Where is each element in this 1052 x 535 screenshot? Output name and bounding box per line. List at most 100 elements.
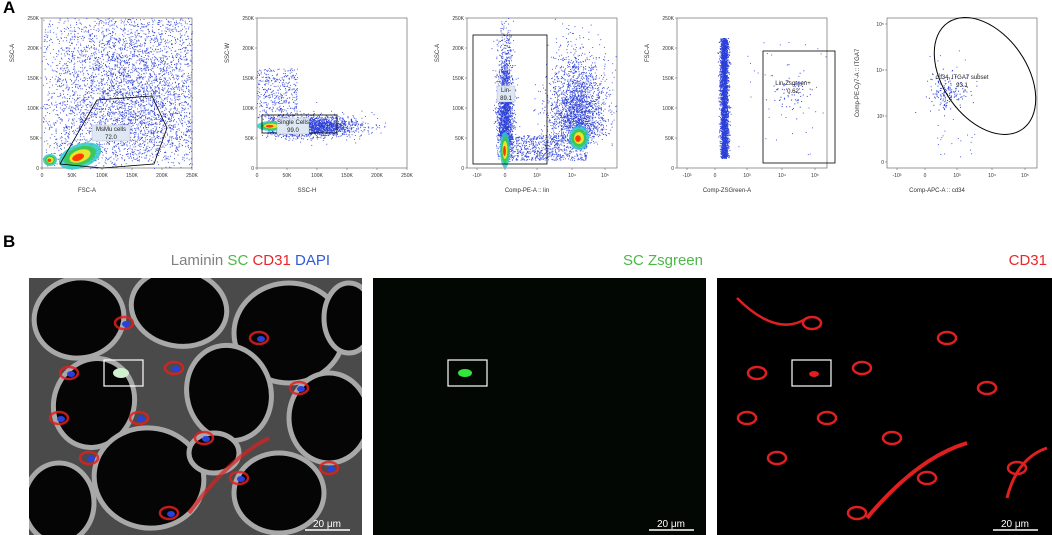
gate-name: Single Cells bbox=[277, 120, 309, 126]
x-tick-label: 100K bbox=[96, 173, 108, 179]
micro-image-zsgreen: 20 μm bbox=[373, 278, 706, 535]
dapi-nucleus bbox=[327, 466, 335, 472]
cd31-vessel bbox=[187, 436, 270, 515]
cd31-vessel bbox=[48, 410, 70, 426]
x-tick-label: -10³ bbox=[683, 173, 692, 179]
y-tick-label: 10⁴ bbox=[876, 68, 884, 74]
gate-value: 99.0 bbox=[287, 128, 299, 134]
y-tick-label: 150K bbox=[242, 76, 254, 82]
x-tick-label: 200K bbox=[371, 173, 383, 179]
x-tick-label: 200K bbox=[156, 173, 168, 179]
cd31-vessel bbox=[248, 330, 270, 346]
event-dots bbox=[717, 38, 732, 159]
y-tick-label: 100K bbox=[662, 106, 674, 112]
cd31-vessel bbox=[766, 450, 788, 466]
x-axis-label: Comp-PE-A :: lin bbox=[505, 188, 549, 194]
panel-b-letter: B bbox=[3, 232, 16, 251]
y-axis-label: FSC-A bbox=[645, 44, 651, 62]
gate-name: Lin-Zsgreen+ bbox=[775, 81, 811, 87]
event-dots bbox=[507, 135, 588, 161]
dapi-nucleus bbox=[237, 476, 245, 482]
event-dots bbox=[765, 64, 813, 120]
x-tick-label: 10⁵ bbox=[601, 173, 609, 179]
gate-ellipse bbox=[933, 17, 1037, 135]
muscle-fiber bbox=[128, 278, 230, 349]
gate-rectangle bbox=[472, 34, 548, 165]
x-tick-label: 10³ bbox=[743, 173, 751, 179]
x-axis-label: FSC-A bbox=[78, 188, 96, 194]
zsgreen-cell bbox=[458, 369, 472, 377]
cd31-vessel bbox=[78, 450, 100, 466]
cd31-vessel bbox=[851, 360, 873, 376]
y-axis-label: SSC-A bbox=[10, 44, 16, 62]
x-tick-label: 10⁵ bbox=[1021, 173, 1029, 179]
y-tick-label: 250K bbox=[662, 16, 674, 22]
x-tick-label: 0 bbox=[504, 173, 507, 179]
cd31-vessel bbox=[936, 330, 958, 346]
scale-bar-label: 20 μm bbox=[657, 519, 685, 530]
y-tick-label: 0 bbox=[461, 166, 464, 172]
y-axis-label: Comp-PE-Cy7-A :: ITGA7 bbox=[855, 48, 861, 117]
dapi-nucleus bbox=[297, 386, 305, 392]
dapi-nucleus bbox=[57, 416, 65, 422]
y-tick-label: 150K bbox=[662, 76, 674, 82]
cd31-vessel bbox=[1005, 446, 1048, 499]
title-word-laminin: Laminin bbox=[170, 252, 224, 269]
x-tick-label: 10⁴ bbox=[568, 173, 576, 179]
dapi-nucleus bbox=[167, 511, 175, 517]
x-tick-label: 150K bbox=[341, 173, 353, 179]
y-tick-label: 50K bbox=[665, 136, 675, 142]
y-tick-label: 10³ bbox=[877, 114, 885, 120]
cd31-vessel bbox=[193, 430, 215, 446]
scale-bar-label: 20 μm bbox=[1001, 519, 1029, 530]
y-tick-label: 150K bbox=[452, 76, 464, 82]
x-tick-label: 10⁵ bbox=[811, 173, 819, 179]
dapi-nucleus bbox=[172, 366, 180, 372]
flow-plot-singlets: 0 50K 100K 150K 200K 250K 0 50K 100K 150K 200K 250K… bbox=[215, 10, 420, 205]
cd31-vessel bbox=[318, 460, 340, 476]
y-axis-label: SSC-A bbox=[435, 44, 441, 62]
x-tick-label: 50K bbox=[68, 173, 78, 179]
x-tick-label: 50K bbox=[283, 173, 293, 179]
inset-box bbox=[791, 359, 832, 387]
event-dots bbox=[730, 42, 827, 156]
y-tick-label: 250K bbox=[27, 16, 39, 22]
dapi-nucleus bbox=[202, 436, 210, 442]
cd31-vessel bbox=[228, 470, 250, 486]
cd31-vessel bbox=[801, 315, 823, 331]
x-tick-label: -10³ bbox=[893, 173, 902, 179]
cd31-vessel bbox=[128, 410, 150, 426]
muscle-fiber bbox=[231, 450, 327, 535]
gate-name: cd34, ITGA7 subset bbox=[935, 75, 988, 81]
muscle-fiber bbox=[29, 460, 97, 535]
cd31-vessel bbox=[113, 315, 135, 331]
y-tick-label: 50K bbox=[30, 136, 40, 142]
density-core bbox=[500, 132, 510, 168]
y-tick-label: 250K bbox=[242, 16, 254, 22]
cd31-vessel bbox=[736, 410, 758, 426]
x-tick-label: 100K bbox=[311, 173, 323, 179]
y-tick-label: 200K bbox=[242, 46, 254, 52]
inset-box bbox=[447, 359, 488, 387]
y-tick-label: 0 bbox=[251, 166, 254, 172]
muscle-fiber bbox=[184, 342, 274, 444]
y-tick-label: 150K bbox=[27, 76, 39, 82]
y-tick-label: 0 bbox=[671, 166, 674, 172]
cd31-vessel bbox=[809, 371, 819, 377]
dapi-nucleus bbox=[67, 371, 75, 377]
title-word-cd31: CD31 bbox=[1008, 252, 1047, 269]
cd31-vessel bbox=[746, 365, 768, 381]
x-tick-label: 10⁴ bbox=[778, 173, 786, 179]
gate-name: MsMu cells bbox=[96, 127, 126, 133]
x-tick-label: 0 bbox=[924, 173, 927, 179]
gate-value: 93.1 bbox=[956, 83, 968, 89]
gate-name: Lin- bbox=[501, 88, 511, 94]
x-axis-label: Comp-ZSGreen-A bbox=[703, 188, 751, 194]
x-tick-label: 0 bbox=[256, 173, 259, 179]
title-word-sc: SC bbox=[223, 252, 249, 269]
density-core bbox=[569, 126, 589, 150]
x-tick-label: 250K bbox=[401, 173, 413, 179]
dapi-nucleus bbox=[122, 321, 130, 327]
event-dots bbox=[915, 68, 979, 117]
dapi-nucleus bbox=[137, 416, 145, 422]
